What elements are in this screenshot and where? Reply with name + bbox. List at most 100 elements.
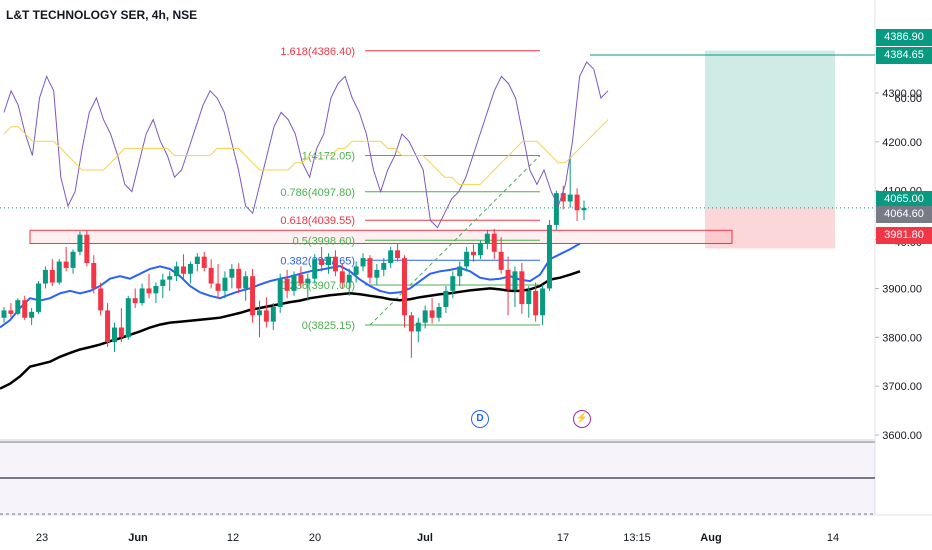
x-tick-label: 23 bbox=[36, 532, 48, 544]
candle-body bbox=[181, 266, 187, 274]
fib-label: 1.618(4386.40) bbox=[280, 46, 355, 58]
candle-body bbox=[215, 283, 221, 291]
last-price-label: 4064.60 bbox=[876, 206, 932, 223]
x-tick-label: 12 bbox=[227, 532, 239, 544]
candle-body bbox=[77, 234, 83, 252]
candle-body bbox=[125, 298, 131, 338]
fib-label: 0.5(3998.60) bbox=[293, 235, 355, 247]
candle-body bbox=[360, 258, 366, 267]
y-tick-label: 4300.00 bbox=[882, 88, 922, 100]
x-tick-label: Aug bbox=[700, 532, 721, 544]
candle-body bbox=[540, 288, 546, 316]
stop-zone bbox=[705, 207, 835, 249]
candle-body bbox=[567, 194, 573, 202]
x-tick-label: 14 bbox=[827, 532, 839, 544]
candle-body bbox=[395, 250, 401, 259]
candle-body bbox=[91, 263, 97, 289]
fib-trend-line bbox=[369, 155, 541, 326]
candle-body bbox=[263, 310, 269, 322]
candle-body bbox=[194, 256, 200, 264]
candle-body bbox=[560, 193, 566, 202]
x-tick-label: Jun bbox=[128, 532, 148, 544]
candle-body bbox=[574, 194, 580, 211]
earnings-marker[interactable]: ⚡ bbox=[573, 410, 591, 428]
candle-body bbox=[581, 207, 587, 211]
candle-body bbox=[29, 311, 35, 318]
ma-blue-line bbox=[0, 242, 581, 329]
candle-body bbox=[118, 327, 124, 338]
candle-body bbox=[84, 234, 90, 264]
candle-body bbox=[36, 283, 42, 312]
fib-label: 0.618(4039.55) bbox=[280, 215, 355, 227]
candle-body bbox=[484, 233, 490, 244]
candle-body bbox=[477, 243, 483, 256]
candle-body bbox=[284, 278, 290, 291]
candle-body bbox=[526, 290, 532, 305]
candle-body bbox=[457, 266, 463, 277]
candle-body bbox=[277, 278, 283, 307]
candle-body bbox=[187, 264, 193, 274]
candle-body bbox=[471, 251, 477, 256]
candle-body bbox=[332, 256, 338, 272]
candle-body bbox=[388, 250, 394, 264]
demand-zone bbox=[29, 229, 733, 244]
candle-body bbox=[464, 251, 470, 267]
candle-body bbox=[346, 274, 352, 283]
candle-body bbox=[236, 268, 242, 289]
candle-body bbox=[512, 271, 518, 290]
candle-body bbox=[222, 277, 228, 291]
candle-body bbox=[8, 310, 14, 314]
fib-label: 0.382(3957.65) bbox=[280, 255, 355, 267]
candle-body bbox=[229, 268, 235, 278]
dividend-marker[interactable]: D bbox=[471, 410, 489, 428]
candle-body bbox=[546, 224, 552, 289]
y-tick-label: 3600.00 bbox=[882, 430, 922, 442]
candle-body bbox=[415, 322, 421, 332]
candle-body bbox=[98, 288, 104, 311]
target-price-label-2: 4384.65 bbox=[876, 47, 932, 64]
y-tick-label: 3800.00 bbox=[882, 332, 922, 344]
candle-body bbox=[533, 290, 539, 316]
candle-body bbox=[422, 310, 428, 323]
x-tick-label: 13:15 bbox=[623, 532, 651, 544]
fib-label: 0.786(4097.80) bbox=[280, 187, 355, 199]
candle-body bbox=[70, 251, 76, 268]
x-tick-label: 20 bbox=[309, 532, 321, 544]
candle-body bbox=[270, 306, 276, 322]
stop-price-label: 3981.80 bbox=[876, 227, 932, 244]
candle-body bbox=[15, 300, 21, 314]
candle-body bbox=[56, 261, 62, 283]
candle-body bbox=[505, 269, 511, 290]
y-tick-label: 4500.00 bbox=[882, 0, 922, 2]
fib-label: 1(4172.05) bbox=[302, 151, 355, 163]
candle-body bbox=[243, 276, 249, 289]
candle-body bbox=[146, 288, 152, 294]
candle-body bbox=[319, 259, 325, 265]
candle-body bbox=[353, 266, 359, 275]
y-tick-label: 3900.00 bbox=[882, 283, 922, 295]
x-tick-label: 17 bbox=[557, 532, 569, 544]
candle-body bbox=[429, 310, 435, 318]
candle-body bbox=[201, 256, 207, 268]
candle-body bbox=[326, 256, 332, 265]
rsi-tick-label: 60.00 bbox=[894, 93, 922, 105]
candle-body bbox=[42, 269, 48, 284]
chart-title: L&T TECHNOLOGY SER, 4h, NSE bbox=[6, 8, 198, 22]
candle-body bbox=[250, 276, 256, 316]
candle-body bbox=[305, 278, 311, 284]
candle-body bbox=[553, 193, 559, 225]
candle-body bbox=[139, 288, 145, 304]
candle-body bbox=[436, 306, 442, 318]
candle-body bbox=[408, 315, 414, 332]
candle-body bbox=[208, 267, 214, 284]
entry-price-label: 4065.00 bbox=[876, 191, 932, 208]
fib-label: 0(3825.15) bbox=[302, 320, 355, 332]
candle-body bbox=[174, 266, 180, 277]
y-tick-label: 4200.00 bbox=[882, 137, 922, 149]
ma-black-line bbox=[0, 270, 581, 390]
candle-body bbox=[1, 310, 7, 318]
candle-body bbox=[63, 261, 69, 268]
candle-body bbox=[374, 269, 380, 278]
candle-body bbox=[312, 259, 318, 279]
